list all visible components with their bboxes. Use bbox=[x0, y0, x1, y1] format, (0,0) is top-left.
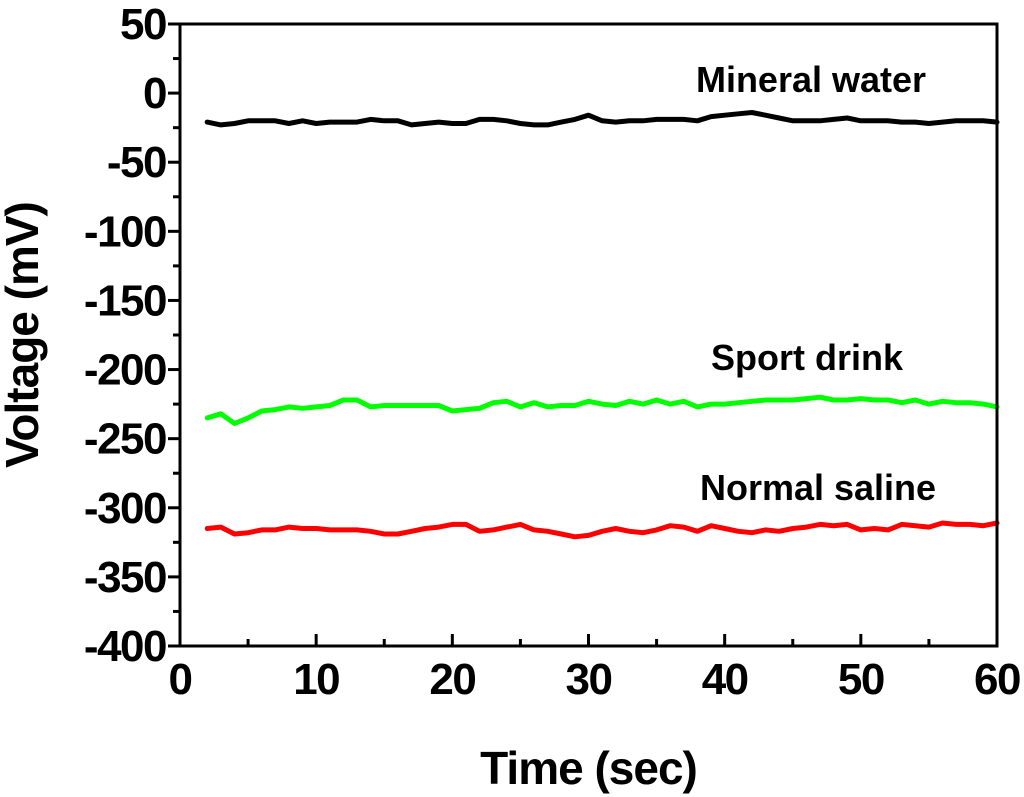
series-annotation-normal-saline: Normal saline bbox=[700, 467, 936, 508]
series-annotation-sport-drink: Sport drink bbox=[711, 337, 904, 378]
x-tick-label: 20 bbox=[429, 655, 475, 704]
y-tick-label: -300 bbox=[84, 484, 166, 533]
y-axis-title: Voltage (mV) bbox=[0, 202, 48, 468]
y-tick-label: -200 bbox=[84, 346, 166, 395]
y-tick-label: 50 bbox=[120, 0, 166, 49]
y-tick-label: -250 bbox=[84, 415, 166, 464]
x-axis-title: Time (sec) bbox=[480, 742, 697, 794]
series-annotation-mineral-water: Mineral water bbox=[696, 59, 926, 100]
y-tick-label: -400 bbox=[84, 622, 166, 671]
x-tick-label: 0 bbox=[169, 655, 192, 704]
y-tick-label: -150 bbox=[84, 276, 166, 325]
x-tick-label: 40 bbox=[702, 655, 748, 704]
x-tick-label: 60 bbox=[974, 655, 1020, 704]
y-tick-label: 0 bbox=[143, 69, 166, 118]
y-tick-label: -100 bbox=[84, 207, 166, 256]
y-tick-label: -350 bbox=[84, 553, 166, 602]
plot-frame bbox=[178, 22, 999, 648]
y-tick-label: -50 bbox=[107, 138, 166, 187]
series-line-mineral-water bbox=[204, 110, 1000, 128]
x-tick-label: 30 bbox=[566, 655, 612, 704]
x-tick-label: 10 bbox=[293, 655, 339, 704]
series-line-normal-saline bbox=[204, 520, 1000, 540]
x-tick-label: 50 bbox=[838, 655, 884, 704]
series-line-sport-drink bbox=[204, 394, 1000, 426]
